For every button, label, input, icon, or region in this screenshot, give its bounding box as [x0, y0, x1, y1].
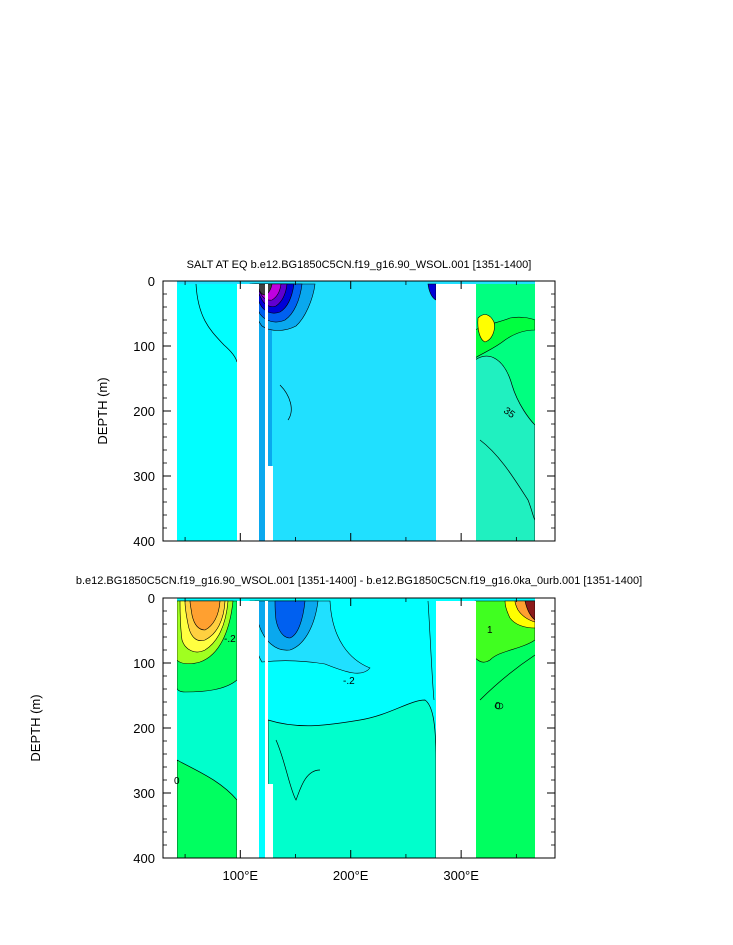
bottom-y-tick-label: 400 — [133, 851, 155, 866]
bottom-land-island-1 — [265, 601, 268, 858]
bottom-y-tick-label: 300 — [133, 786, 155, 801]
top-y-tick-label: 200 — [133, 404, 155, 419]
bottom-panel-title: b.e12.BG1850C5CN.f19_g16.90_WSOL.001 [13… — [76, 575, 642, 587]
bottom-contour-label-5: 0 — [174, 776, 180, 787]
bottom-land-india — [237, 601, 259, 858]
top-land-india — [237, 284, 259, 541]
bottom-contour-label-2: -.2 — [343, 676, 355, 687]
top-land-island-1 — [265, 284, 268, 541]
top-land-island-2 — [268, 466, 273, 541]
top-land-americas — [436, 284, 476, 541]
bottom-fresh-core — [274, 600, 306, 639]
bottom-y-tick-label: 100 — [133, 656, 155, 671]
bottom-deep-green-cyan — [267, 699, 437, 858]
top-west-contour — [195, 283, 238, 363]
bottom-east-pacific-contour — [427, 600, 435, 701]
top-panel-y-axis-label: DEPTH (m) — [95, 377, 110, 444]
bottom-panel-plot-area: -.2 -.2 1 0 0 0 100 200 300 400 100°E 200°E 300… — [133, 591, 556, 883]
top-panel: SALT AT EQ b.e12.BG1850C5CN.f19_g16.90_W… — [95, 259, 556, 549]
top-y-tick-label: 100 — [133, 339, 155, 354]
bottom-atlantic-small-contour — [494, 702, 504, 710]
top-panel-axes: 0 100 200 300 400 — [133, 274, 555, 549]
top-atlantic-deep-contour — [479, 439, 536, 521]
top-west-region — [177, 284, 237, 541]
bottom-x-tick-label: 100°E — [223, 868, 259, 883]
bottom-contour-label-3: 1 — [487, 625, 493, 636]
bottom-atlantic-contour — [479, 654, 536, 701]
top-y-tick-label: 0 — [148, 274, 155, 289]
top-atlantic-high — [477, 314, 495, 343]
bottom-west-orange — [189, 600, 221, 631]
bottom-contour-label-4: 0 — [495, 701, 501, 712]
bottom-x-tick-label: 200°E — [333, 868, 369, 883]
top-maritime-contour — [279, 384, 292, 421]
bottom-land-americas — [436, 601, 476, 858]
bottom-panel: b.e12.BG1850C5CN.f19_g16.90_WSOL.001 [13… — [28, 575, 642, 883]
bottom-contour-label-1: -.2 — [224, 634, 236, 645]
top-panel-title: SALT AT EQ b.e12.BG1850C5CN.f19_g16.90_W… — [187, 259, 532, 271]
bottom-land-island-2 — [268, 784, 273, 858]
top-y-tick-label: 300 — [133, 469, 155, 484]
top-y-tick-label: 400 — [133, 534, 155, 549]
bottom-y-tick-label: 200 — [133, 721, 155, 736]
bottom-maritime-contour — [275, 739, 321, 801]
bottom-panel-y-axis-label: DEPTH (m) — [28, 694, 43, 761]
top-atlantic-deep — [474, 355, 536, 541]
bottom-x-tick-label: 300°E — [443, 868, 479, 883]
bottom-y-tick-label: 0 — [148, 591, 155, 606]
